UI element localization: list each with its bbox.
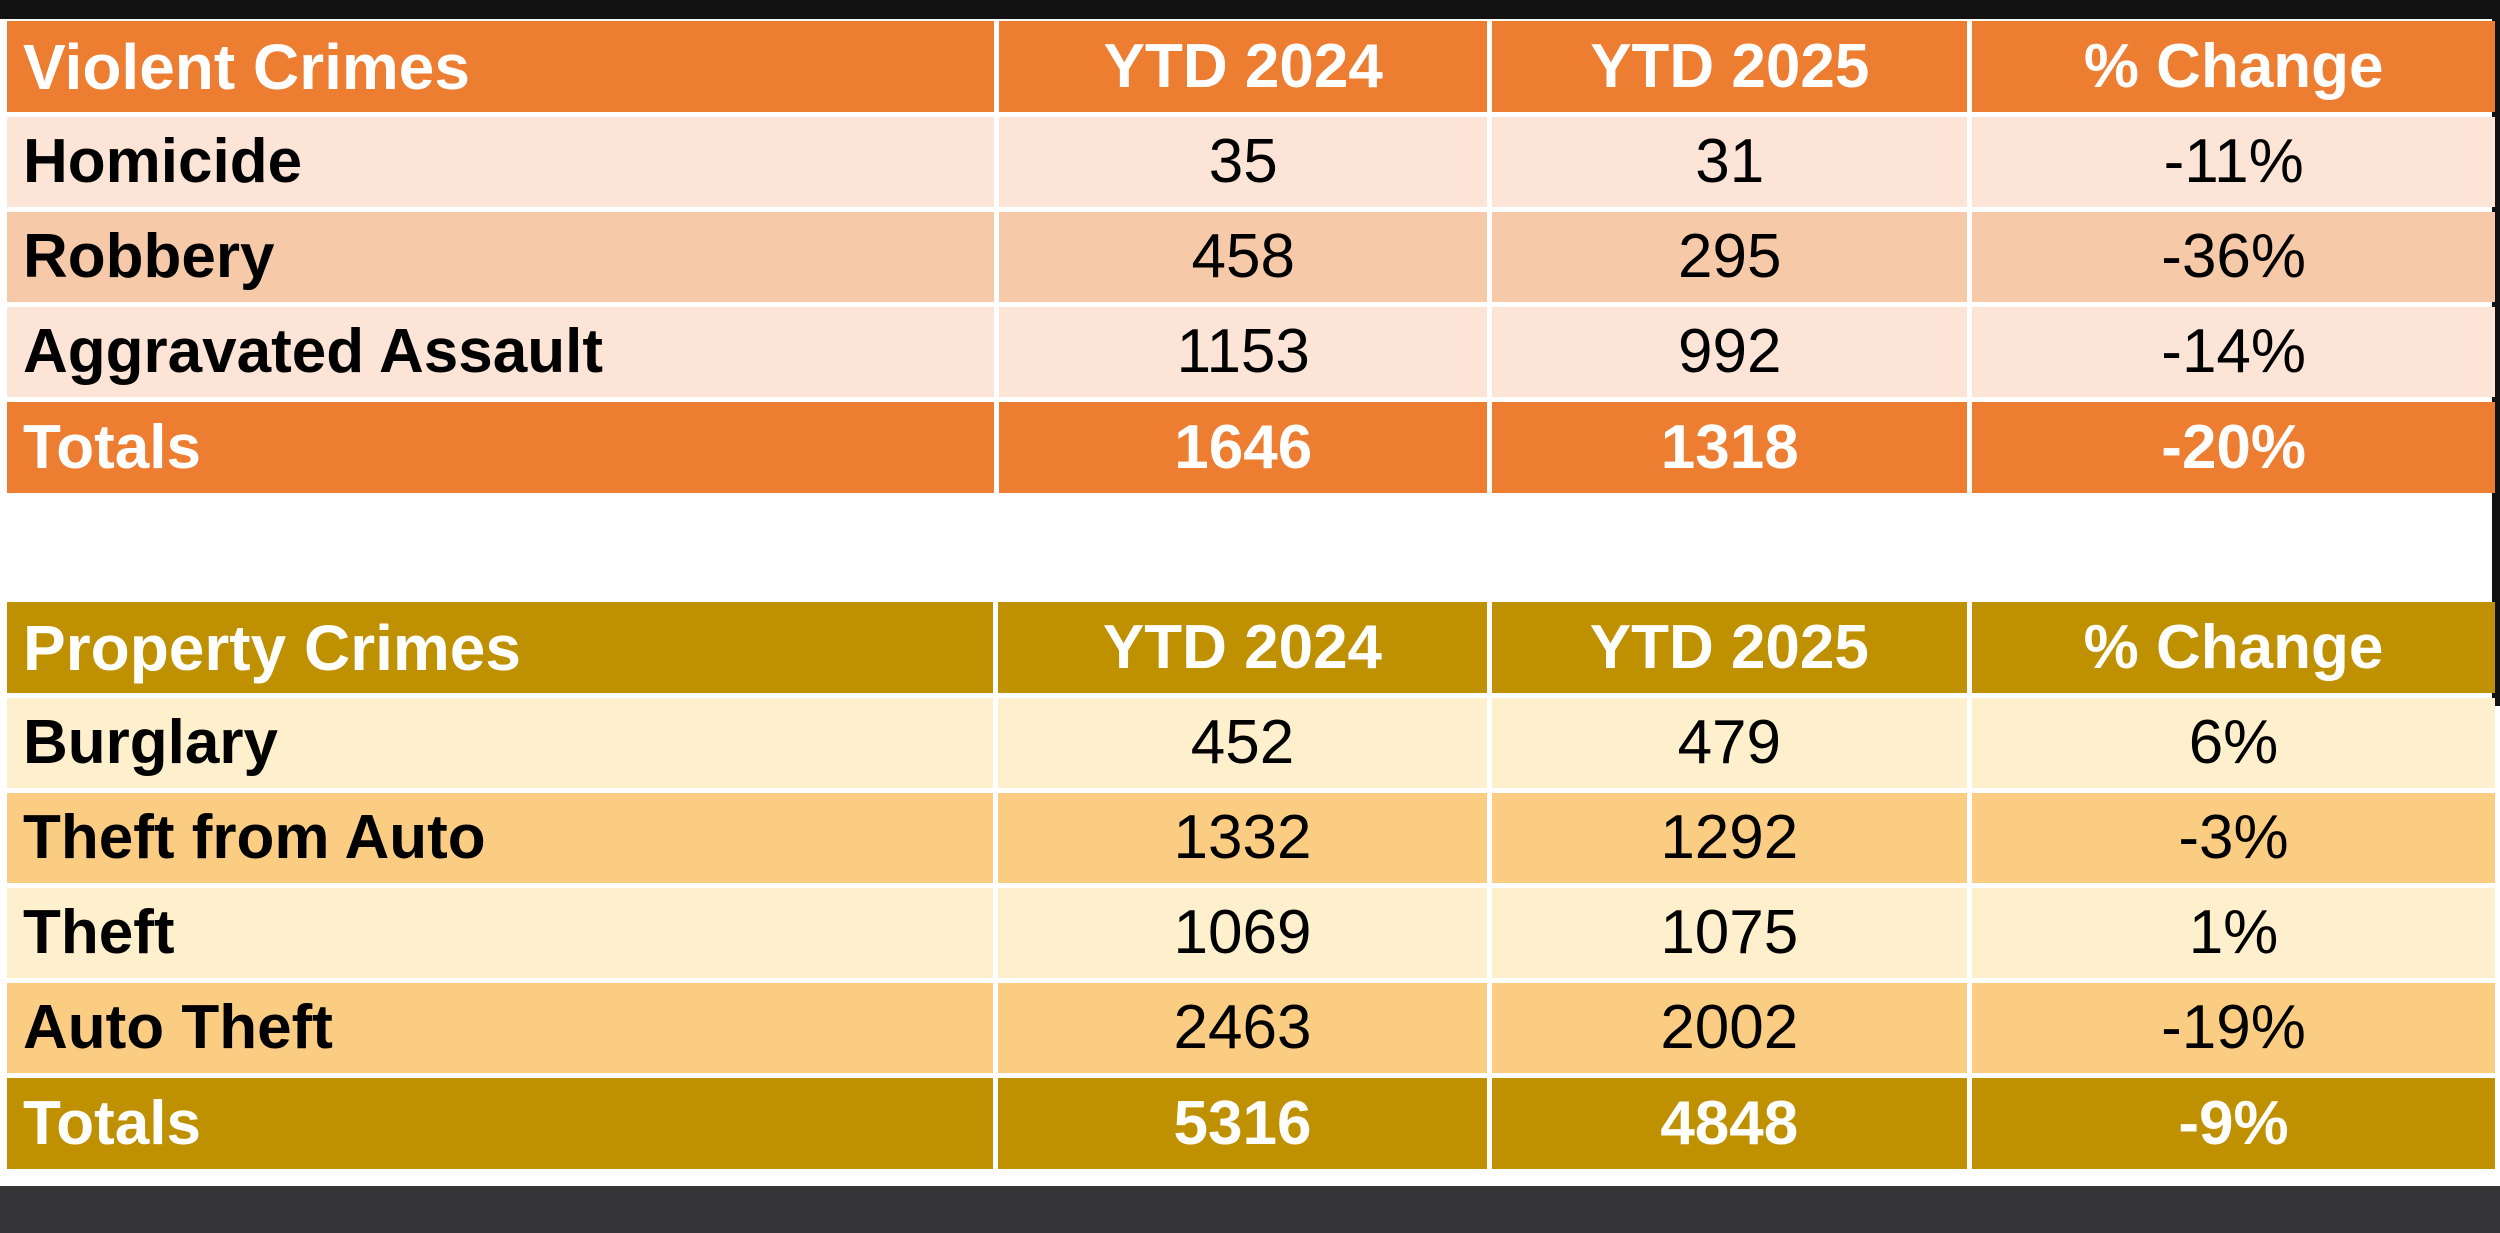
pct-change-cell: -19% [1972, 983, 2495, 1073]
totals-ytd-2024-cell: 5316 [998, 1078, 1487, 1169]
ytd-2024-cell: 1332 [998, 793, 1487, 883]
ytd-2024-cell: 2463 [998, 983, 1487, 1073]
column-header-ytd-2024: YTD 2024 [998, 602, 1487, 693]
row-label-cell: Burglary [7, 698, 994, 788]
property-header-row: Property Crimes YTD 2024 YTD 2025 % Chan… [7, 602, 2495, 693]
ytd-2025-cell: 992 [1492, 307, 1968, 397]
totals-pct-change-cell: -9% [1972, 1078, 2495, 1169]
row-label-cell: Theft from Auto [7, 793, 994, 883]
property-table-title: Property Crimes [7, 602, 994, 693]
totals-pct-change-cell: -20% [1972, 402, 2495, 493]
totals-label-cell: Totals [7, 1078, 994, 1169]
column-header-ytd-2025: YTD 2025 [1492, 21, 1968, 112]
ytd-2024-cell: 35 [999, 117, 1488, 207]
row-label-cell: Aggravated Assault [7, 307, 995, 397]
column-header-ytd-2025: YTD 2025 [1491, 602, 1968, 693]
row-label-cell: Homicide [7, 117, 995, 207]
totals-ytd-2025-cell: 1318 [1492, 402, 1968, 493]
totals-label-cell: Totals [7, 402, 995, 493]
table-row-auto-theft: Auto Theft 2463 2002 -19% [7, 983, 2495, 1073]
table-row-robbery: Robbery 458 295 -36% [7, 212, 2495, 302]
column-header-ytd-2024: YTD 2024 [999, 21, 1488, 112]
violent-totals-row: Totals 1646 1318 -20% [7, 402, 2495, 493]
ytd-2024-cell: 1069 [998, 888, 1487, 978]
ytd-2024-cell: 1153 [999, 307, 1488, 397]
property-totals-row: Totals 5316 4848 -9% [7, 1078, 2495, 1169]
ytd-2024-cell: 452 [998, 698, 1487, 788]
row-label-cell: Robbery [7, 212, 995, 302]
ytd-2025-cell: 1075 [1491, 888, 1968, 978]
column-header-pct-change: % Change [1972, 21, 2495, 112]
pct-change-cell: -11% [1972, 117, 2495, 207]
ytd-2025-cell: 295 [1492, 212, 1968, 302]
bottom-border-bar [0, 1186, 2500, 1233]
totals-ytd-2025-cell: 4848 [1491, 1078, 1968, 1169]
right-border-bar [2492, 0, 2500, 706]
top-border-bar [0, 0, 2500, 19]
pct-change-cell: -3% [1972, 793, 2495, 883]
pct-change-cell: -36% [1972, 212, 2495, 302]
ytd-2025-cell: 2002 [1491, 983, 1968, 1073]
violent-crimes-table: Violent Crimes YTD 2024 YTD 2025 % Chang… [2, 16, 2500, 498]
ytd-2024-cell: 458 [999, 212, 1488, 302]
violent-table-title: Violent Crimes [7, 21, 995, 112]
table-row-burglary: Burglary 452 479 6% [7, 698, 2495, 788]
pct-change-cell: 1% [1972, 888, 2495, 978]
table-row-aggravated-assault: Aggravated Assault 1153 992 -14% [7, 307, 2495, 397]
property-crimes-table: Property Crimes YTD 2024 YTD 2025 % Chan… [2, 597, 2500, 1174]
ytd-2025-cell: 31 [1492, 117, 1968, 207]
totals-ytd-2024-cell: 1646 [999, 402, 1488, 493]
ytd-2025-cell: 1292 [1491, 793, 1968, 883]
table-row-theft-from-auto: Theft from Auto 1332 1292 -3% [7, 793, 2495, 883]
row-label-cell: Auto Theft [7, 983, 994, 1073]
table-row-homicide: Homicide 35 31 -11% [7, 117, 2495, 207]
ytd-2025-cell: 479 [1491, 698, 1968, 788]
row-label-cell: Theft [7, 888, 994, 978]
pct-change-cell: 6% [1972, 698, 2495, 788]
pct-change-cell: -14% [1972, 307, 2495, 397]
column-header-pct-change: % Change [1972, 602, 2495, 693]
table-row-theft: Theft 1069 1075 1% [7, 888, 2495, 978]
violent-header-row: Violent Crimes YTD 2024 YTD 2025 % Chang… [7, 21, 2495, 112]
